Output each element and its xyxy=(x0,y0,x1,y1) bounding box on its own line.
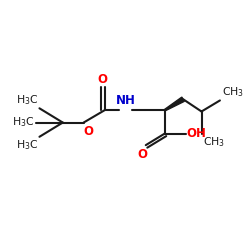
Text: O: O xyxy=(83,124,93,138)
Text: O: O xyxy=(98,73,108,86)
Text: CH$_3$: CH$_3$ xyxy=(222,86,244,99)
Text: H$_3$C: H$_3$C xyxy=(16,138,38,152)
Text: H$_3$C: H$_3$C xyxy=(16,93,38,107)
Polygon shape xyxy=(164,97,184,111)
Text: OH: OH xyxy=(187,127,207,140)
Text: NH: NH xyxy=(116,94,135,107)
Text: O: O xyxy=(138,148,148,160)
Text: CH$_3$: CH$_3$ xyxy=(203,135,225,148)
Text: H$_3$C: H$_3$C xyxy=(12,116,34,130)
